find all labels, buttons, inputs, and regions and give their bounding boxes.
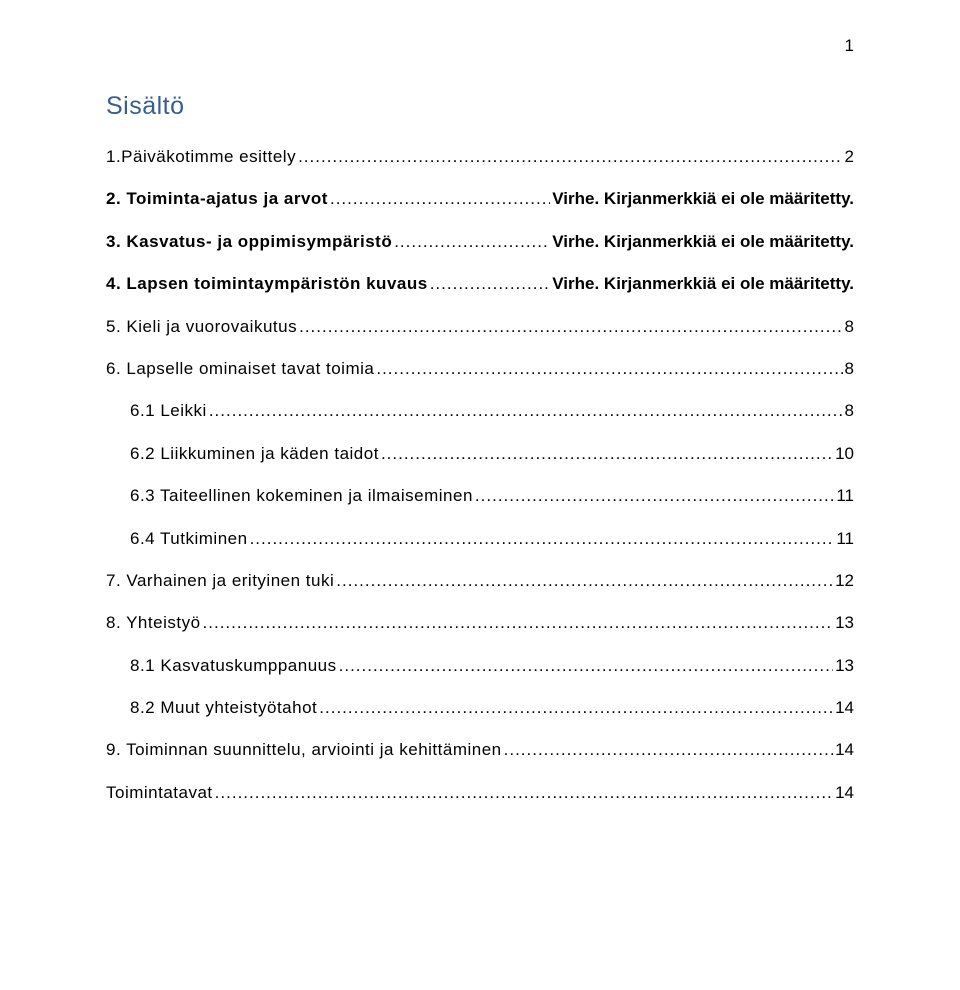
toc-row: 3. Kasvatus- ja oppimisympäristö Virhe. K… [106,232,854,252]
toc-entry-label: 2. Toiminta-ajatus ja arvot [106,189,328,209]
toc-entry-label: 6.1 Leikki [130,401,207,421]
toc-entry-label: 8.1 Kasvatuskumppanuus [130,656,337,676]
toc-leader-dots [504,740,833,760]
table-of-contents: 1.Päiväkotimme esittely 2 2. Toiminta-ajat… [106,147,854,803]
toc-leader-dots [298,147,842,167]
toc-row: 6.1 Leikki 8 [106,401,854,421]
toc-leader-dots [376,359,842,379]
toc-entry-page: 2 [845,147,854,167]
toc-entry-label: 6. Lapselle ominaiset tavat toimia [106,359,374,379]
toc-row: 8. Yhteistyö 13 [106,613,854,633]
toc-leader-dots [475,486,834,506]
toc-entry-label: 6.4 Tutkiminen [130,529,248,549]
toc-entry-label: Toimintatavat [106,783,213,803]
toc-row: 6.3 Taiteellinen kokeminen ja ilmaisemin… [106,486,854,506]
toc-leader-dots [330,189,550,209]
toc-leader-dots [339,656,833,676]
toc-entry-page: 8 [845,317,854,337]
toc-entry-page: 14 [835,783,854,803]
toc-leader-dots [215,783,833,803]
toc-entry-page: 11 [836,529,854,549]
toc-heading: Sisältö [106,92,854,121]
toc-entry-page: 8 [845,401,854,421]
toc-row: 9. Toiminnan suunnittelu, arviointi ja k… [106,740,854,760]
toc-row: 8.1 Kasvatuskumppanuus 13 [106,656,854,676]
page-number: 1 [845,36,854,56]
toc-entry-label: 4. Lapsen toimintaympäristön kuvaus [106,274,428,294]
toc-entry-page: Virhe. Kirjanmerkkiä ei ole määritetty. [552,189,854,209]
toc-row: 1.Päiväkotimme esittely 2 [106,147,854,167]
toc-leader-dots [203,613,834,633]
toc-row: 4. Lapsen toimintaympäristön kuvaus Virhe… [106,274,854,294]
toc-entry-page: 13 [835,656,854,676]
toc-row: 2. Toiminta-ajatus ja arvot Virhe. Kirjan… [106,189,854,209]
toc-leader-dots [209,401,843,421]
toc-row: 6.4 Tutkiminen 11 [106,529,854,549]
toc-row: 6.2 Liikkuminen ja käden taidot 10 [106,444,854,464]
toc-entry-label: 6.2 Liikkuminen ja käden taidot [130,444,379,464]
toc-entry-page: 11 [836,486,854,506]
toc-entry-page: 14 [835,740,854,760]
toc-entry-page: Virhe. Kirjanmerkkiä ei ole määritetty. [552,274,854,294]
toc-entry-page: 8 [845,359,854,379]
toc-leader-dots [250,529,835,549]
toc-entry-label: 9. Toiminnan suunnittelu, arviointi ja k… [106,740,502,760]
toc-leader-dots [319,698,833,718]
toc-entry-label: 6.3 Taiteellinen kokeminen ja ilmaisemin… [130,486,473,506]
toc-leader-dots [299,317,842,337]
toc-leader-dots [381,444,833,464]
toc-leader-dots [430,274,551,294]
toc-row: Toimintatavat 14 [106,783,854,803]
toc-entry-page: 10 [835,444,854,464]
toc-entry-page: 13 [835,613,854,633]
toc-row: 7. Varhainen ja erityinen tuki 12 [106,571,854,591]
toc-entry-label: 8.2 Muut yhteistyötahot [130,698,317,718]
toc-row: 5. Kieli ja vuorovaikutus 8 [106,317,854,337]
toc-entry-page: 14 [835,698,854,718]
document-page: 1 Sisältö 1.Päiväkotimme esittely 2 2. Toi… [0,0,960,990]
toc-entry-label: 5. Kieli ja vuorovaikutus [106,317,297,337]
toc-entry-label: 7. Varhainen ja erityinen tuki [106,571,334,591]
toc-entry-page: 12 [835,571,854,591]
toc-entry-label: 1.Päiväkotimme esittely [106,147,296,167]
toc-leader-dots [336,571,833,591]
toc-leader-dots [394,232,550,252]
toc-entry-label: 8. Yhteistyö [106,613,201,633]
toc-entry-label: 3. Kasvatus- ja oppimisympäristö [106,232,392,252]
toc-row: 8.2 Muut yhteistyötahot 14 [106,698,854,718]
toc-row: 6. Lapselle ominaiset tavat toimia 8 [106,359,854,379]
toc-entry-page: Virhe. Kirjanmerkkiä ei ole määritetty. [552,232,854,252]
